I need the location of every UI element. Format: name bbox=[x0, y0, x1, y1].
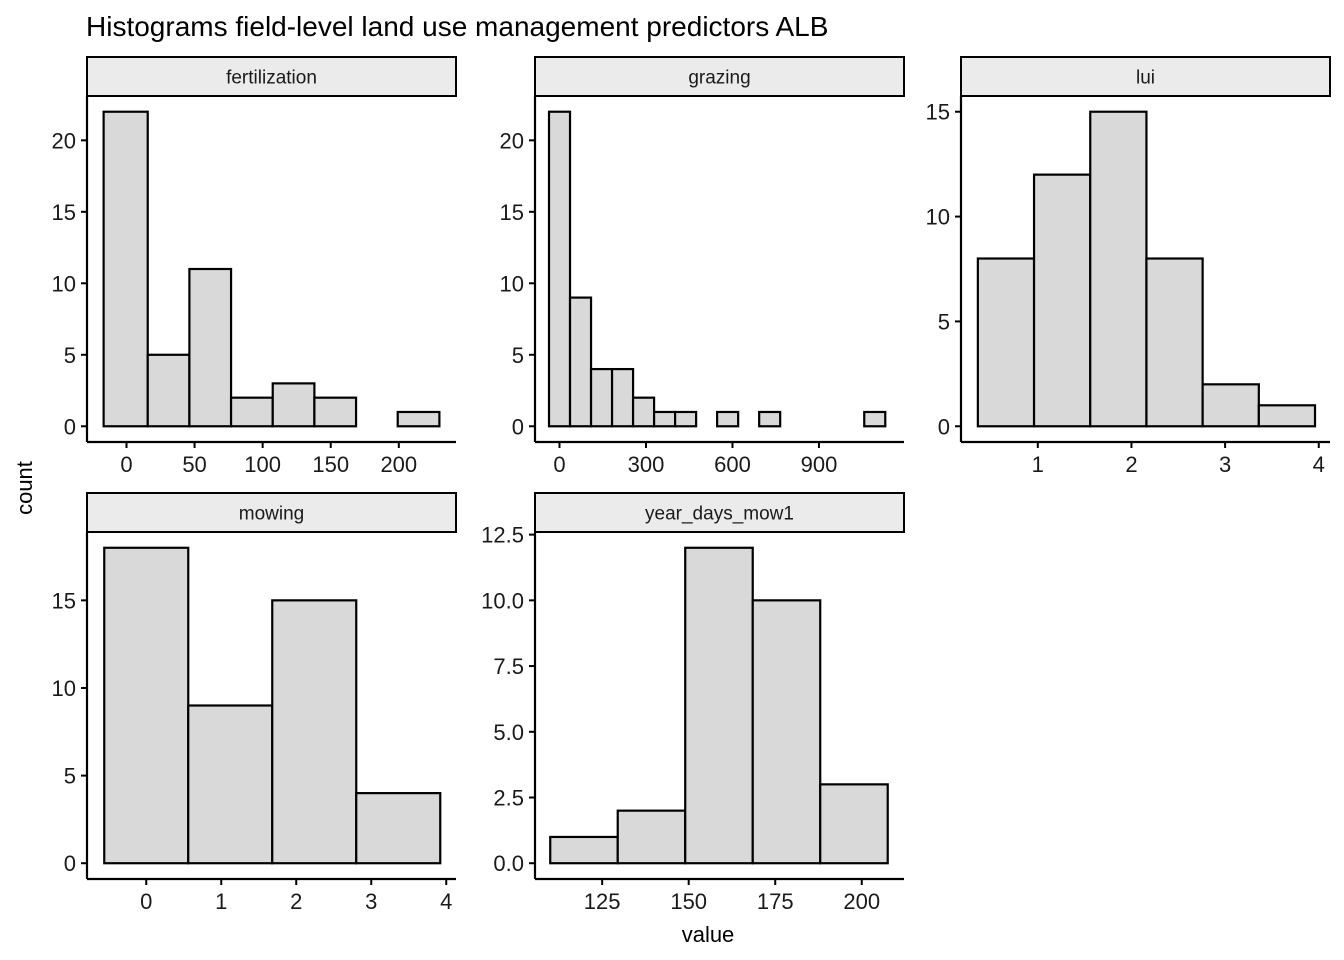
facet-strip-label: fertilization bbox=[226, 68, 317, 89]
x-tick-label: 150 bbox=[312, 452, 349, 477]
y-tick-label: 15 bbox=[52, 588, 76, 613]
histogram-bar bbox=[1089, 110, 1148, 428]
histogram-bar bbox=[758, 410, 782, 428]
histogram-bar bbox=[1257, 404, 1317, 428]
x-tick-label: 0 bbox=[120, 452, 132, 477]
histogram-bar bbox=[549, 835, 619, 865]
x-tick-label: 600 bbox=[714, 452, 751, 477]
histogram-bar bbox=[863, 410, 887, 428]
histogram-bar bbox=[1145, 257, 1204, 428]
y-tick-label: 15 bbox=[500, 200, 524, 225]
y-tick-label: 15 bbox=[926, 100, 950, 125]
histogram-bar bbox=[674, 410, 698, 428]
y-tick-label: 2.5 bbox=[493, 786, 524, 811]
y-tick-label: 0.0 bbox=[493, 851, 524, 876]
facet-strip-label: grazing bbox=[688, 68, 750, 89]
x-tick-label: 1 bbox=[215, 889, 227, 914]
y-tick-label: 10 bbox=[52, 271, 76, 296]
facet-strip bbox=[534, 492, 905, 533]
y-tick-label: 5 bbox=[64, 764, 76, 789]
histogram-bar bbox=[102, 110, 149, 428]
x-tick-label: 50 bbox=[182, 452, 206, 477]
y-tick-label: 10.0 bbox=[481, 588, 524, 613]
y-tick-label: 0 bbox=[64, 851, 76, 876]
histogram-bar bbox=[187, 704, 274, 865]
x-tick-label: 4 bbox=[440, 889, 452, 914]
y-tick-label: 10 bbox=[500, 271, 524, 296]
histogram-bar bbox=[188, 267, 233, 428]
y-tick-label: 0 bbox=[512, 414, 524, 439]
facet-strip bbox=[86, 56, 457, 97]
x-tick-label: 100 bbox=[244, 452, 281, 477]
y-tick-label: 10 bbox=[52, 676, 76, 701]
x-axis-title: value bbox=[682, 922, 735, 947]
chart-title: Histograms field-level land use manageme… bbox=[86, 11, 828, 42]
facet-panel-mowing: mowing 0 1 2 3 4 0 5 10 15 bbox=[52, 492, 457, 914]
histogram-bar bbox=[313, 396, 358, 428]
y-tick-label: 10 bbox=[926, 205, 950, 230]
histogram-bar bbox=[229, 396, 274, 428]
histogram-bar bbox=[751, 599, 822, 865]
x-tick-label: 0 bbox=[553, 452, 565, 477]
histogram-bar bbox=[568, 296, 593, 428]
facet-panel-fertilization: fertilization 0 50 100 150 200 0 5 10 15 20 bbox=[52, 56, 457, 477]
x-tick-label: 300 bbox=[628, 452, 665, 477]
histogram-bar bbox=[355, 792, 442, 865]
histogram-bar bbox=[103, 546, 190, 865]
x-tick-label: 2 bbox=[290, 889, 302, 914]
histogram-bar bbox=[976, 257, 1036, 428]
x-tick-label: 125 bbox=[584, 889, 621, 914]
histogram-bar bbox=[146, 353, 191, 428]
facet-panel-grazing: grazing 0 300 600 900 0 5 10 15 20 bbox=[500, 56, 905, 477]
y-tick-label: 5.0 bbox=[493, 720, 524, 745]
facet-strip-label: lui bbox=[1136, 68, 1155, 89]
facet-strip-label: year_days_mow1 bbox=[645, 504, 794, 525]
y-axis-title: count bbox=[12, 461, 37, 515]
y-tick-label: 20 bbox=[52, 128, 76, 153]
histogram-bar bbox=[547, 110, 572, 428]
histogram-bar bbox=[1032, 173, 1092, 428]
y-tick-label: 5 bbox=[512, 343, 524, 368]
y-tick-label: 12.5 bbox=[481, 523, 524, 548]
x-tick-label: 175 bbox=[757, 889, 794, 914]
histogram-bar bbox=[819, 783, 889, 865]
x-tick-label: 3 bbox=[1219, 452, 1231, 477]
x-tick-label: 4 bbox=[1313, 452, 1325, 477]
histogram-bar bbox=[652, 410, 677, 428]
histogram-bar bbox=[271, 599, 358, 865]
x-tick-label: 200 bbox=[380, 452, 417, 477]
facet-panel-lui: lui 1 2 3 4 0 5 10 15 bbox=[926, 56, 1331, 477]
y-tick-label: 15 bbox=[52, 200, 76, 225]
y-tick-label: 5 bbox=[64, 343, 76, 368]
histogram-bar bbox=[589, 367, 614, 428]
histogram-bar bbox=[271, 382, 316, 428]
facet-strip-label: mowing bbox=[239, 504, 304, 525]
x-tick-label: 200 bbox=[843, 889, 880, 914]
histogram-bar bbox=[610, 367, 635, 428]
histogram-bar bbox=[631, 396, 656, 428]
y-tick-label: 20 bbox=[500, 128, 524, 153]
y-tick-label: 7.5 bbox=[493, 654, 524, 679]
x-tick-label: 1 bbox=[1032, 452, 1044, 477]
x-tick-label: 900 bbox=[801, 452, 838, 477]
histogram-bar bbox=[396, 410, 441, 428]
histogram-bar bbox=[1201, 383, 1260, 428]
y-tick-label: 5 bbox=[938, 309, 950, 334]
histogram-bar bbox=[616, 809, 687, 865]
x-tick-label: 3 bbox=[365, 889, 377, 914]
y-tick-label: 0 bbox=[64, 414, 76, 439]
x-tick-label: 0 bbox=[140, 889, 152, 914]
histogram-bar bbox=[716, 410, 740, 428]
x-tick-label: 150 bbox=[670, 889, 707, 914]
facet-strip bbox=[960, 56, 1331, 97]
histogram-bar bbox=[684, 546, 754, 865]
y-tick-label: 0 bbox=[938, 414, 950, 439]
facet-strip bbox=[534, 56, 905, 97]
x-tick-label: 2 bbox=[1125, 452, 1137, 477]
facet-panel-year_days_mow1: year_days_mow1 125 150 175 200 0.0 2.5 5.0 7.5 10… bbox=[481, 492, 905, 914]
facet-strip bbox=[86, 492, 457, 533]
